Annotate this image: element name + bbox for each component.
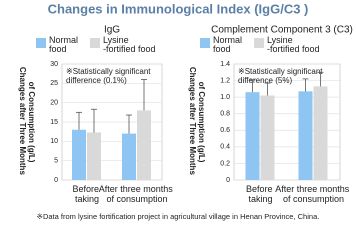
bar [245, 92, 260, 180]
footnote: ※Data from lysine fortification project … [37, 212, 320, 221]
legend-label: Normal food [213, 35, 245, 54]
bar [260, 95, 275, 180]
bar [122, 133, 136, 180]
y-tick-label: 0.6 [220, 127, 230, 134]
x-tick-label: Before taking [72, 184, 101, 204]
bar [313, 86, 328, 180]
y-tick-label: 0.8 [220, 111, 230, 118]
legend-swatch [36, 38, 46, 48]
y-tick-label: 1.0 [220, 94, 230, 101]
y-tick-label: 10 [50, 138, 58, 145]
page-title: Changes in Immunological Index (IgG/C3 ) [48, 1, 309, 16]
page: Changes in Immunological Index (IgG/C3 )… [18, 1, 353, 221]
y-tick-label: 15 [50, 119, 58, 126]
legend-label: Normal food [49, 35, 81, 54]
bar [87, 132, 101, 180]
legend-swatch [200, 38, 210, 48]
annotation: ※Statistically significant difference (0… [66, 67, 153, 85]
y-axis-label: Changes after Three Months of Consumptio… [188, 67, 206, 177]
y-tick-label: 0.4 [220, 144, 230, 151]
bar [137, 110, 151, 180]
legend-label: Lysine -fortified food [267, 35, 320, 54]
error-bar [141, 79, 147, 111]
y-tick-label: 20 [50, 100, 58, 107]
bar [72, 129, 86, 180]
y-tick-label: 30 [50, 61, 58, 68]
y-axis-label: Changes after Three Months of Consumptio… [18, 67, 36, 177]
annotation: ※Statistically significant difference (5… [238, 67, 325, 85]
legend-swatch [90, 38, 100, 48]
error-bar [317, 71, 324, 87]
legend-label: Lysine -fortified food [103, 35, 156, 54]
y-tick-label: 1.4 [220, 61, 230, 68]
chart-subtitle: Complement Component 3 (C3) [211, 25, 353, 36]
bar [298, 91, 313, 180]
error-bar [91, 108, 97, 133]
x-tick-label: After three months of consumption [275, 184, 352, 204]
y-tick-label: 0 [226, 177, 230, 184]
y-tick-label: 0 [54, 177, 58, 184]
y-tick-label: 5 [54, 158, 58, 165]
error-bar [76, 111, 82, 130]
error-bar [249, 79, 256, 93]
chart-subtitle: IgG [104, 25, 120, 36]
x-tick-label: After three months of consumption [99, 184, 176, 204]
legend-swatch [254, 38, 264, 48]
y-tick-label: 1.2 [220, 77, 230, 84]
y-tick-label: 25 [50, 80, 58, 87]
error-bar [264, 82, 271, 96]
x-tick-label: Before taking [246, 184, 275, 204]
y-tick-label: 0.2 [220, 160, 230, 167]
error-bar [126, 114, 132, 134]
error-bar [302, 78, 309, 92]
